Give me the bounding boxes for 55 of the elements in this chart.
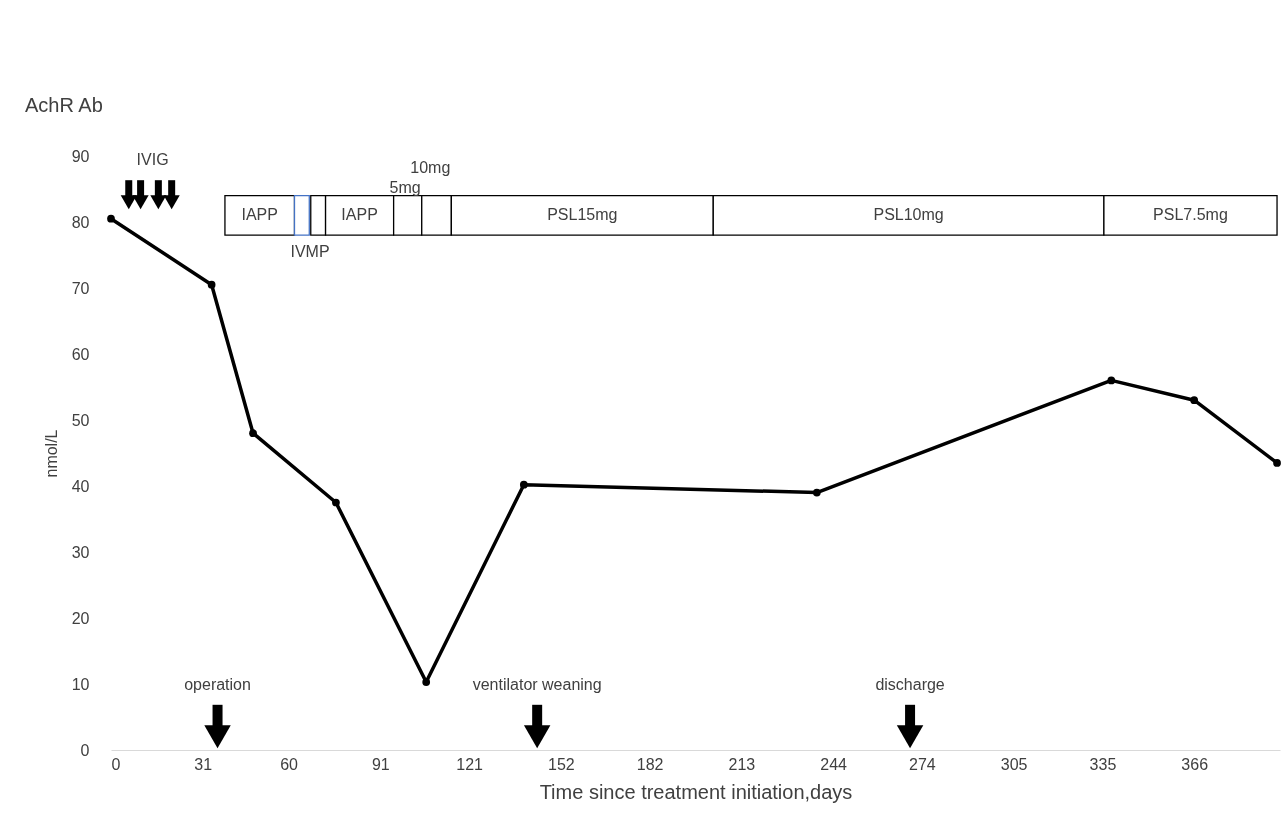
y-tick-label: 80: [71, 213, 90, 231]
x-tick-label: 274: [909, 755, 936, 773]
x-tick-label: 121: [456, 755, 484, 773]
y-tick-label: 10: [71, 675, 90, 693]
band-label: PSL7.5mg: [1153, 206, 1228, 224]
point: [523, 725, 551, 749]
y-tick-label: 90: [71, 147, 90, 165]
point: [107, 214, 115, 223]
x-tick-label: 0: [111, 755, 121, 773]
point: [519, 480, 528, 489]
point: [1273, 459, 1281, 467]
y-tick-label: 0: [80, 741, 90, 759]
x-tick-label: 91: [371, 755, 390, 773]
x-axis-title: Time since treatment initiation,days: [539, 780, 853, 803]
data-label: discharge: [875, 675, 945, 693]
x-tick-label: 335: [1089, 755, 1117, 773]
x-tick-label: 244: [820, 755, 848, 773]
x-tick-label: 213: [728, 755, 756, 773]
point: [422, 678, 431, 686]
point: [163, 195, 180, 210]
point: [332, 498, 340, 507]
y-tick-label: 20: [71, 609, 90, 627]
y-tick-label: 70: [71, 279, 90, 297]
x-tick-label: 31: [194, 755, 213, 773]
x-tick-label: 152: [547, 755, 575, 773]
y-tick-label: 50: [71, 411, 90, 429]
y-tick-label: 60: [71, 345, 90, 363]
x-tick-label: 60: [280, 755, 299, 773]
x-tick-label: 182: [636, 755, 664, 773]
point: [1107, 376, 1116, 385]
point: [132, 195, 149, 210]
band-label: IVMP: [290, 242, 330, 260]
data-label: ventilator weaning: [472, 675, 602, 693]
point: [812, 488, 821, 497]
band-label: PSL15mg: [547, 206, 618, 224]
point: [249, 429, 257, 438]
band-label: 10mg: [410, 158, 451, 176]
band-label: PSL10mg: [873, 206, 944, 224]
x-tick-label: 305: [1000, 755, 1028, 773]
data-label: operation: [184, 675, 251, 693]
y-tick-label: 40: [71, 477, 90, 495]
chart-title: AchR Ab: [25, 94, 103, 116]
band-label: IAPP: [241, 206, 278, 224]
band-label: IAPP: [341, 206, 378, 224]
y-tick-label: 30: [71, 543, 90, 561]
band-label: 5mg: [389, 178, 421, 196]
data-label: IVIG: [136, 151, 169, 169]
y-axis-title: nmol/L: [42, 429, 60, 478]
x-tick-label: 366: [1181, 755, 1209, 773]
point: [1190, 396, 1199, 405]
point: [120, 195, 137, 210]
point: [150, 195, 167, 210]
point: [896, 725, 924, 749]
point: [204, 725, 231, 749]
point: [207, 280, 216, 289]
